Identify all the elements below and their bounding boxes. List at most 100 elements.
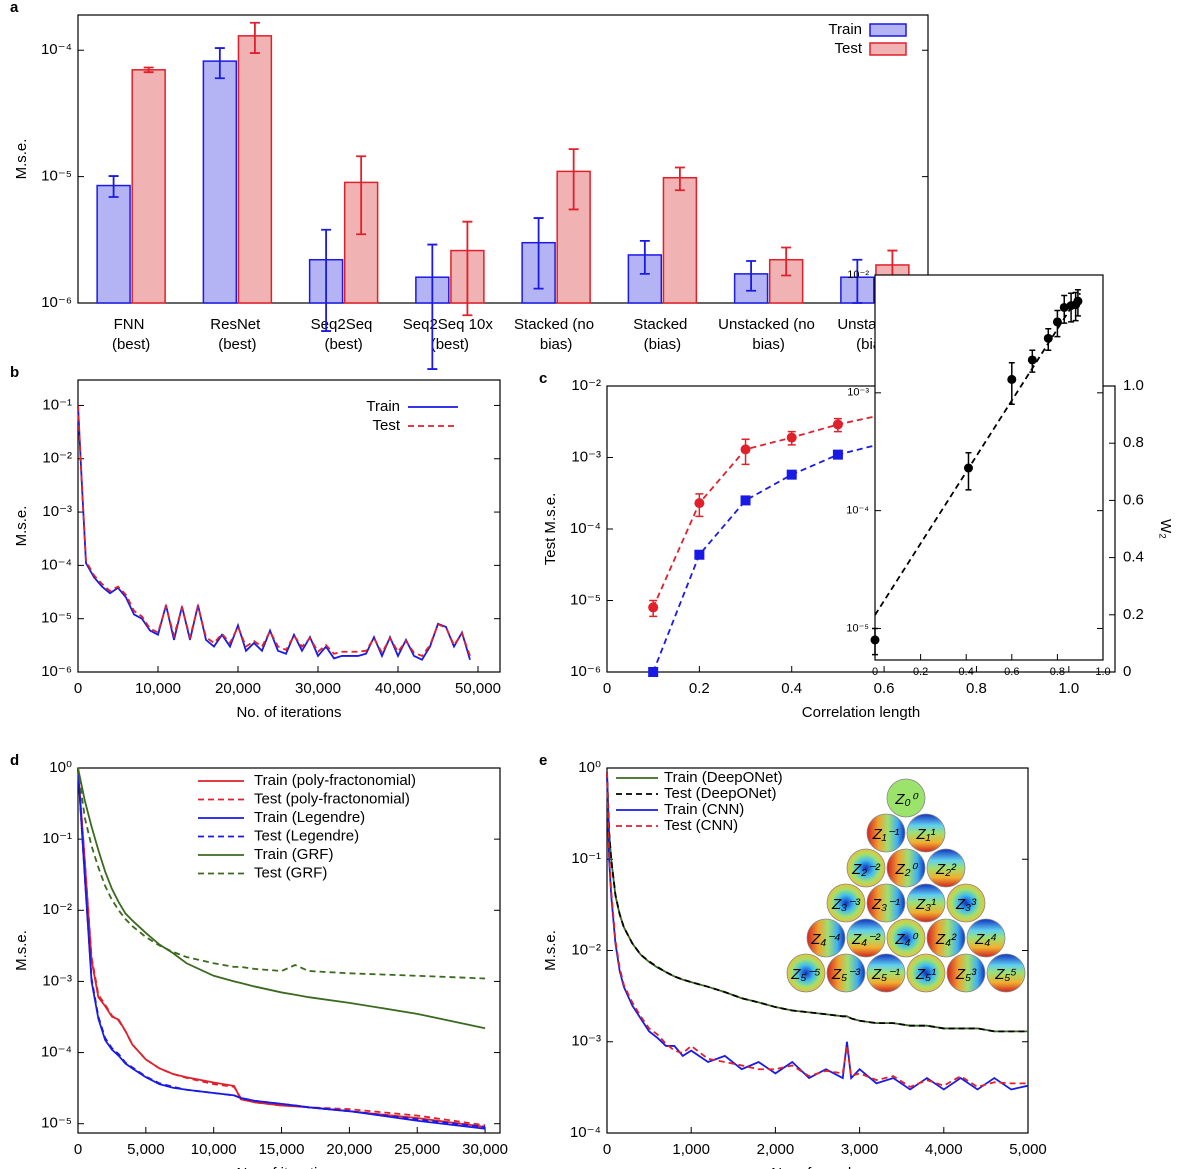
error-bar	[674, 166, 685, 192]
error-bar	[462, 220, 473, 317]
zernike-mode	[886, 778, 926, 818]
error-bar	[108, 175, 119, 198]
x-tick-label: 2,000	[757, 1141, 795, 1158]
error-bar	[639, 239, 650, 275]
y-tick-label: 10⁻²	[571, 941, 601, 958]
zernike-label: Z₄⁰	[894, 931, 918, 948]
zernike-mode	[926, 918, 966, 958]
y-tick-label: 10⁻¹	[571, 850, 601, 867]
marker	[1007, 374, 1017, 384]
panel-label: d	[10, 752, 19, 769]
line	[77, 767, 486, 1130]
zernike-label: Z₄²	[935, 931, 957, 948]
y2-tick-label: 0.2	[1123, 606, 1144, 623]
x-tick-label: Unstacked (no bias)	[718, 316, 819, 353]
zernike-mode	[806, 918, 846, 958]
zernike-mode	[846, 848, 886, 888]
x-tick-label: 0.8	[966, 680, 987, 697]
y2-tick-label: 0.6	[1123, 491, 1144, 508]
line	[874, 292, 1081, 616]
panel: e 10⁻⁴ 10⁻³ 10⁻² 10⁻¹ 10⁰ 0 1,000 2,000 3,000 4,00…	[539, 752, 1047, 1169]
marker	[1027, 355, 1037, 365]
y-tick-label: 10⁻⁵	[41, 1115, 72, 1132]
zernike-label: Z₃⁻¹	[871, 896, 900, 913]
zernike-label: Z₅⁵	[994, 966, 1017, 983]
x-tick-label: Seq2Seq 10x (best)	[403, 316, 497, 353]
zernike-mode	[906, 883, 946, 923]
y-axis-title: M.s.e.	[13, 930, 30, 971]
y-tick-label: 10⁻⁴	[570, 520, 601, 537]
zernike-mode	[946, 953, 986, 993]
y2-tick-label: 0.4	[1123, 549, 1144, 566]
zernike-label: Z₄⁻⁴	[810, 931, 841, 948]
x-axis-title: Correlation length	[802, 704, 920, 721]
zernike-mode	[986, 953, 1026, 993]
zernike-label: Z₅⁻³	[831, 966, 861, 983]
legend-label: Test	[372, 417, 400, 434]
y-tick-label: 10⁻⁴	[41, 41, 72, 58]
y2-tick-label: 1.0	[1123, 377, 1144, 394]
x-tick-label: FNN (best)	[112, 316, 150, 353]
y-tick-label: 10⁰	[578, 759, 601, 776]
panel: d 10⁻⁵ 10⁻⁴ 10⁻³ 10⁻² 10⁻¹ 10⁰ 0 5,000 10,000 15,0…	[10, 752, 508, 1169]
legend-label: Train (Legendre)	[254, 809, 365, 826]
panel: a 10⁻⁶ 10⁻⁵ 10⁻⁴ M.s.e. FNN (best) ResNet (bes…	[10, 0, 929, 370]
legend-label: Test (DeepONet)	[664, 785, 777, 802]
y-tick-label: 10⁻⁴	[846, 505, 869, 517]
x-axis-title: No. of epochs	[771, 1165, 864, 1169]
x-tick-label: 0	[872, 666, 878, 678]
legend-label: Train (CNN)	[664, 801, 744, 818]
panel: 10⁻⁵ 10⁻⁴ 10⁻³ 10⁻² 0 0.2 0.4 0.6 0.8 1.0	[846, 269, 1110, 678]
error-bar	[214, 47, 225, 80]
marker	[1043, 333, 1053, 343]
zernike-label: Z₅⁻⁵	[790, 966, 820, 983]
y-tick-label: 10⁻²	[847, 269, 869, 281]
x-tick-label: 10,000	[135, 680, 181, 697]
x-tick-label: 20,000	[326, 1141, 372, 1158]
x-tick-label: 0.6	[1004, 666, 1019, 678]
legend-label: Test	[834, 40, 862, 57]
y-tick-label: 10⁻²	[42, 901, 72, 918]
x-tick-label: 25,000	[394, 1141, 440, 1158]
y-tick-label: 10⁰	[49, 759, 72, 776]
y-tick-label: 10⁻³	[571, 448, 601, 465]
plot-frame	[77, 14, 929, 304]
legend-label: Train	[366, 398, 400, 415]
error-bar	[427, 243, 438, 370]
error-bar	[249, 21, 260, 54]
legend-label: Train	[828, 21, 862, 38]
zernike-mode	[906, 813, 946, 853]
bar	[202, 60, 238, 304]
x-tick-label: 0.2	[689, 680, 710, 697]
x-tick-label: Seq2Seq (best)	[311, 316, 377, 353]
y-axis-title: Test M.s.e.	[542, 493, 559, 566]
x-tick-label: 1.0	[1058, 680, 1079, 697]
y-axis-title: M.s.e.	[13, 139, 30, 180]
bar	[131, 69, 166, 304]
marker	[870, 635, 880, 645]
x-tick-label: 0.4	[959, 666, 974, 678]
x-tick-label: 20,000	[215, 680, 261, 697]
zernike-mode	[886, 918, 926, 958]
y-tick-label: 10⁻⁵	[41, 168, 72, 185]
legend-label: Test (Legendre)	[254, 827, 359, 844]
y-tick-label: 10⁻²	[571, 377, 601, 394]
y-axis-title: M.s.e.	[542, 930, 559, 971]
marker	[648, 602, 659, 613]
zernike-mode	[826, 953, 866, 993]
zernike-label: Z₁¹	[916, 826, 936, 843]
zernike-label: Z₂⁻²	[851, 861, 881, 878]
x-tick-label: Stacked (bias)	[633, 316, 691, 353]
x-tick-label: 5,000	[1009, 1141, 1047, 1158]
x-tick-label: ResNet (best)	[210, 316, 264, 353]
legend-swatch	[869, 42, 907, 56]
y-tick-label: 10⁻²	[42, 450, 72, 467]
y-tick-label: 10⁻¹	[42, 830, 72, 847]
y2-axis-title: W₂	[1157, 519, 1174, 539]
y-tick-label: 10⁻³	[42, 972, 72, 989]
x-tick-label: 40,000	[375, 680, 421, 697]
x-tick-label: 0.6	[874, 680, 895, 697]
error-bar	[356, 155, 367, 236]
zernike-label: Z₄⁻²	[851, 931, 881, 948]
legend-label: Test (CNN)	[664, 817, 738, 834]
